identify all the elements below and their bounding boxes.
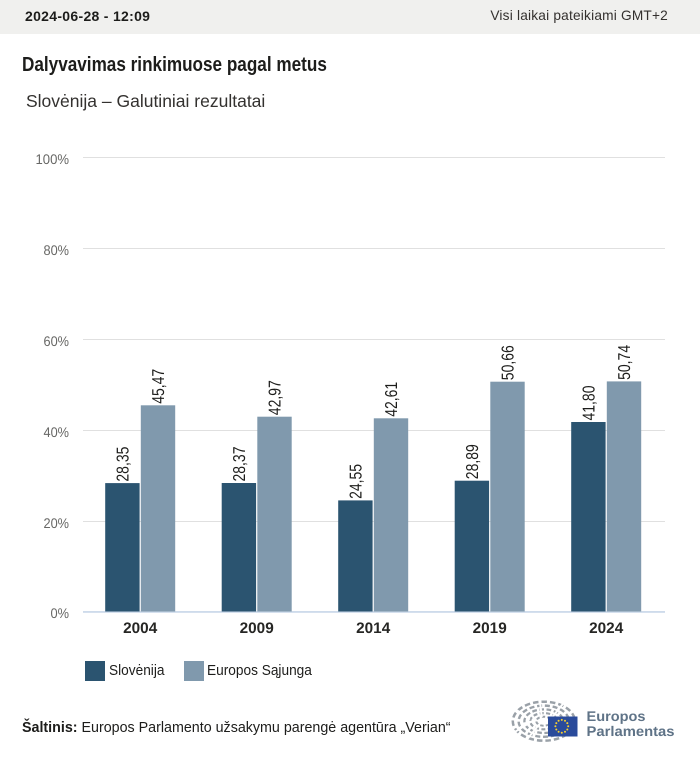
svg-text:20%: 20% (44, 515, 70, 531)
svg-text:42,61: 42,61 (381, 382, 401, 417)
svg-text:42,97: 42,97 (265, 380, 285, 415)
svg-text:41,80: 41,80 (578, 386, 598, 421)
svg-text:28,37: 28,37 (229, 447, 249, 482)
svg-text:2019: 2019 (473, 620, 507, 637)
svg-text:2004: 2004 (123, 620, 158, 637)
svg-text:28,89: 28,89 (462, 444, 482, 479)
svg-text:80%: 80% (44, 242, 70, 258)
svg-text:2024: 2024 (589, 620, 624, 637)
svg-text:50,66: 50,66 (498, 345, 518, 380)
svg-text:2009: 2009 (240, 620, 274, 637)
svg-text:100%: 100% (36, 151, 70, 167)
svg-text:Europos: Europos (587, 708, 646, 724)
svg-text:40%: 40% (44, 424, 70, 440)
svg-text:0%: 0% (51, 605, 70, 621)
svg-text:24,55: 24,55 (345, 464, 365, 499)
svg-text:Parlamentas: Parlamentas (587, 723, 675, 739)
svg-text:28,35: 28,35 (112, 447, 132, 482)
svg-text:60%: 60% (44, 333, 70, 349)
svg-text:50,74: 50,74 (614, 345, 634, 380)
svg-text:2014: 2014 (356, 620, 391, 637)
svg-text:45,47: 45,47 (148, 369, 168, 404)
